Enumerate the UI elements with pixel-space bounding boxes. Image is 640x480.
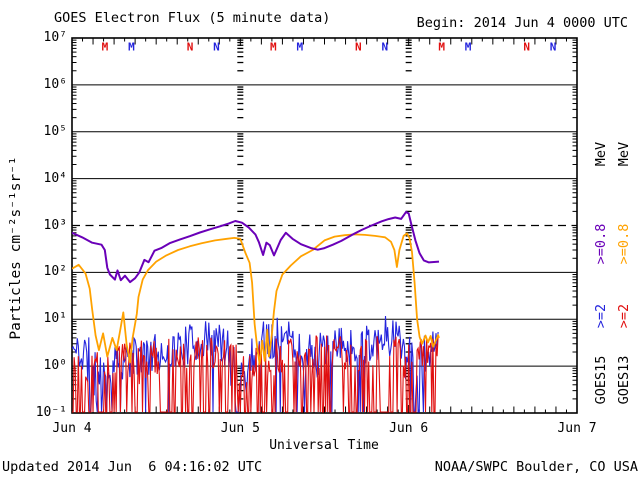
- satellite-marker-M: M: [101, 40, 109, 54]
- x-tick-label: Jun 5: [220, 421, 260, 436]
- x-tick-label: Jun 7: [557, 421, 597, 436]
- satellite-marker-N: N: [549, 40, 557, 54]
- satellite-marker-N: N: [355, 40, 362, 54]
- satellite-marker-N: N: [213, 40, 220, 54]
- series-GOES13-ge2MeV: [72, 335, 439, 413]
- y-tick-label: 10⁵: [43, 123, 67, 139]
- legend-GOES13-e08_label: >=0.8: [616, 223, 632, 265]
- satellite-marker-N: N: [381, 40, 389, 54]
- satellite-marker-N: N: [186, 40, 194, 54]
- y-tick-label: 10⁻¹: [35, 405, 67, 420]
- legend-GOES15-satellite: GOES15: [593, 355, 609, 405]
- y-tick-label: 10⁰: [43, 358, 67, 374]
- x-tick-label: Jun 4: [52, 421, 92, 436]
- satellite-marker-M: M: [296, 40, 304, 54]
- y-tick-label: 10⁷: [43, 30, 67, 45]
- chart-title: GOES Electron Flux (5 minute data): [54, 10, 331, 26]
- legend-GOES15-mev_label: MeV: [593, 141, 609, 167]
- y-tick-label: 10³: [43, 217, 67, 233]
- updated-timestamp: Updated 2014 Jun 6 04:16:02 UTC: [2, 459, 263, 475]
- begin-timestamp: Begin: 2014 Jun 4 0000 UTC: [416, 15, 628, 31]
- y-tick-label: 10¹: [43, 311, 67, 327]
- satellite-marker-M: M: [464, 40, 472, 54]
- y-tick-label: 10⁴: [43, 170, 67, 186]
- series-GOES13-ge08MeV: [72, 232, 440, 366]
- satellite-marker-M: M: [128, 40, 135, 54]
- satellite-marker-M: M: [438, 40, 445, 54]
- x-axis-title: Universal Time: [269, 438, 379, 453]
- source-credit: NOAA/SWPC Boulder, CO USA: [434, 459, 638, 475]
- legend-GOES15-e08_label: >=0.8: [593, 223, 609, 265]
- legend-GOES13-mev_label: MeV: [616, 141, 632, 167]
- y-tick-label: 10⁶: [43, 76, 67, 92]
- satellite-marker-M: M: [270, 40, 277, 54]
- satellite-marker-N: N: [523, 40, 530, 54]
- series-GOES15-ge08MeV: [72, 210, 440, 284]
- legend-GOES15-e2_label: >=2: [593, 303, 609, 329]
- x-tick-label: Jun 6: [389, 421, 429, 436]
- legend-GOES13-e2_label: >=2: [616, 303, 632, 329]
- plot-frame: [71, 37, 578, 414]
- legend-GOES13-satellite: GOES13: [616, 355, 632, 405]
- y-tick-label: 10²: [43, 264, 67, 280]
